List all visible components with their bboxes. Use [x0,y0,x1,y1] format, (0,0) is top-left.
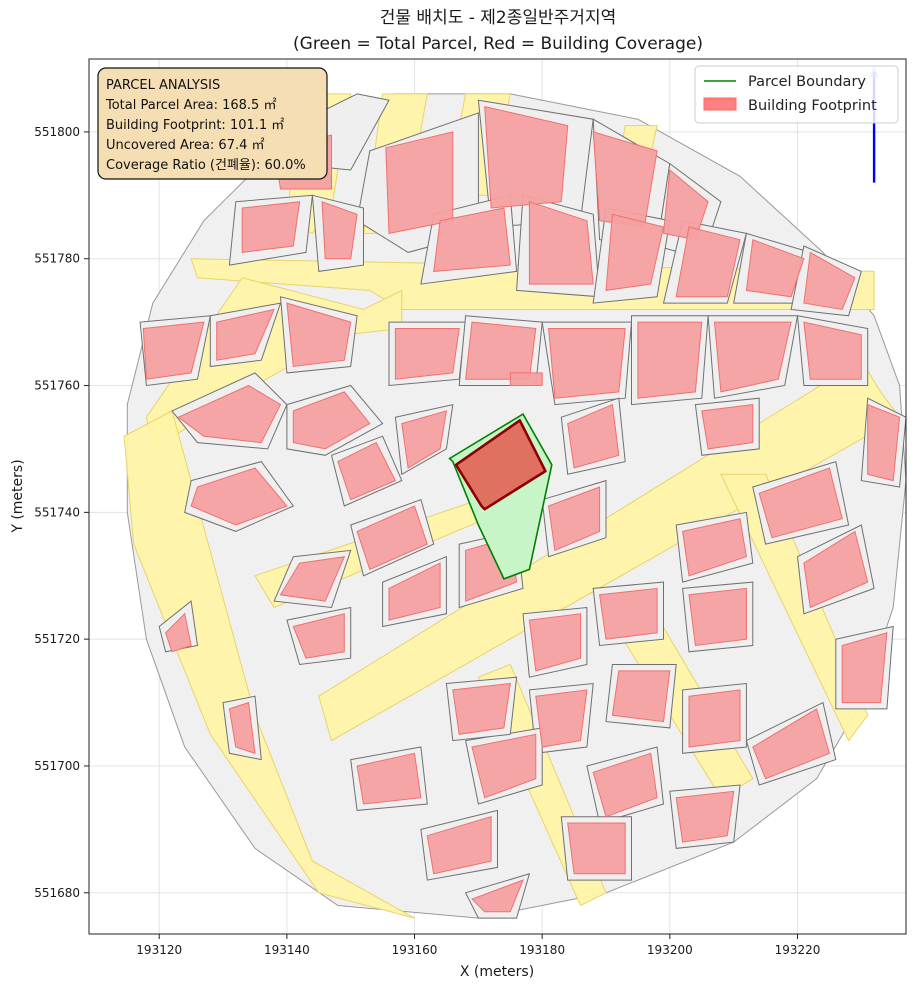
y-tick-label: 551700 [34,759,80,773]
road [720,473,869,742]
building-footprint [321,200,358,260]
x-tick-label: 193140 [264,943,310,957]
info-box-background [97,67,328,180]
building-footprint [142,321,205,380]
legend: Parcel Boundary Building Footprint [694,65,899,124]
building-footprint [701,404,754,450]
building-footprint [752,708,831,780]
x-tick-label: 193120 [136,943,182,957]
building-footprint [484,105,569,209]
building-footprint [465,321,537,380]
building-footprint [190,467,288,526]
building-footprint [803,251,856,311]
building-footprint [682,518,747,577]
building-footprint [452,682,511,735]
building-footprint [165,612,192,653]
info-box-title: PARCEL ANALYSIS [106,78,220,93]
building-footprint [401,410,448,469]
y-tick-label: 551740 [34,505,80,519]
x-tick-label: 193200 [647,943,693,957]
building-footprint [599,587,658,640]
building-footprint [394,328,460,380]
y-tick-label: 551680 [34,886,80,900]
building-footprint [611,670,671,723]
building-footprint [675,790,735,843]
legend-building-swatch [703,97,737,111]
building-footprint [388,562,441,621]
building-footprint [216,308,275,361]
building-footprint [471,879,524,913]
building-footprint [713,321,792,393]
x-tick-label: 193220 [775,943,821,957]
y-tick-label: 551720 [34,632,80,646]
building-footprint [433,207,511,272]
building-footprint [509,372,543,386]
x-axis-label: X (meters) [460,964,534,980]
building-footprint [567,822,626,875]
building-footprint [337,441,397,501]
legend-background [694,65,899,124]
building-footprint [292,613,345,659]
building-footprint [758,467,843,539]
building-footprint [675,226,741,298]
legend-parcel-label: Parcel Boundary [748,74,866,90]
building-footprint [803,530,869,609]
plot-frame [88,58,907,935]
building-footprint [471,733,537,799]
x-tick-label: 193160 [392,943,438,957]
building-footprint [592,752,658,818]
building-footprint [292,391,371,450]
info-box: PARCEL ANALYSIS Total Parcel Area: 168.5… [97,67,328,180]
building-layer [142,105,901,913]
building-footprint [867,403,901,482]
legend-building-label: Building Footprint [748,98,877,114]
building-footprint [228,701,256,755]
building-footprint [177,384,282,444]
building-footprint [803,321,862,380]
building-footprint [356,752,422,805]
building-footprint [745,239,805,298]
y-axis-ticks: 551680 551700 551720 551740 551760 551780 5518… [34,125,89,900]
info-line-coverage-ratio: Coverage Ratio (건폐율): 60.0% [106,158,306,173]
building-footprint [688,689,741,748]
info-line-uncovered: Uncovered Area: 67.4 ㎡ [106,138,265,153]
building-footprint [548,486,601,552]
y-tick-label: 551760 [34,379,80,393]
info-line-footprint: Building Footprint: 101.1 ㎡ [106,118,284,133]
y-tick-label: 551800 [34,125,80,139]
building-footprint [241,201,301,253]
building-footprint [426,816,492,875]
building-footprint [286,302,352,368]
chart-title-line2: (Green = Total Parcel, Red = Building Co… [293,34,703,54]
road [318,359,901,742]
building-footprint [385,131,454,235]
building-footprint [535,689,588,748]
plot-layers [123,65,906,919]
building-footprint [528,201,594,285]
building-footprint [688,587,747,647]
y-axis-label: Y (meters) [10,459,26,533]
info-line-total-area: Total Parcel Area: 168.5 ㎡ [105,98,276,113]
building-footprint [605,213,665,291]
target-parcel-layer [448,412,553,580]
target-building-footprint [454,419,547,511]
building-footprint [548,328,626,399]
y-tick-label: 551780 [34,252,80,266]
building-footprint [279,556,346,602]
building-footprint [528,613,581,672]
building-footprint [841,632,888,704]
building-footprint [567,403,620,469]
chart-title-line1: 건물 배치도 - 제2종일반주거지역 [380,8,616,28]
building-footprint [356,505,428,571]
building-footprint [637,321,703,399]
x-tick-label: 193180 [519,943,565,957]
x-axis-ticks: 193120 193140 193160 193180 193200 193220 [136,934,820,957]
